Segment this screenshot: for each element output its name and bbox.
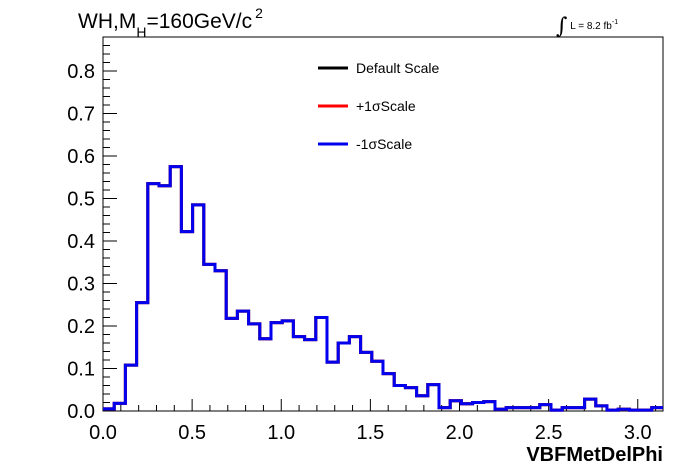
legend-label: +1σScale [356,98,416,114]
axis-ticks: 0.0 0.5 1.0 1.5 2.0 2.5 3.0 0.0 0.1 0.2 0.3 0.4 0.5 0… [67,36,657,444]
legend-label: -1σScale [356,136,412,152]
y-tick-label: 0.0 [67,401,95,423]
x-tick-label: 2.5 [535,422,563,444]
x-tick-label: 2.0 [446,422,474,444]
legend-label: Default Scale [356,60,439,76]
y-tick-label: 0.4 [67,231,95,253]
plot-frame [102,36,664,412]
title-rest: =160GeV/c [146,10,253,33]
x-tick-label: 0.5 [178,422,206,444]
histogram-series-2 [103,165,663,412]
y-tick-label: 0.1 [67,359,95,381]
title-main: WH,M [78,10,137,33]
y-tick-label: 0.2 [67,316,95,338]
x-axis-label: VBFMetDelPhi [526,444,663,466]
luminosity-text: L = 8.2 fb [570,21,612,32]
luminosity-superscript: -1 [611,19,619,26]
y-tick-label: 0.7 [67,104,95,126]
luminosity-label: ∫ L = 8.2 fb-1 [556,10,619,39]
series-layer [103,165,663,412]
y-tick-label: 0.5 [67,189,95,211]
title-superscript: 2 [255,5,263,21]
y-tick-label: 0.8 [67,61,95,83]
chart-title: WH,MH=160GeV/c 2 [78,5,263,40]
x-tick-label: 1.5 [356,422,384,444]
legend: Default Scale +1σScale -1σScale [318,60,439,152]
x-tick-label: 3.0 [624,422,652,444]
y-tick-label: 0.6 [67,146,95,168]
y-tick-label: 0.3 [67,274,95,296]
title-subscript: H [136,24,147,40]
integral-symbol: ∫ [556,14,568,39]
x-tick-label: 0.0 [89,422,117,444]
x-tick-label: 1.0 [267,422,295,444]
